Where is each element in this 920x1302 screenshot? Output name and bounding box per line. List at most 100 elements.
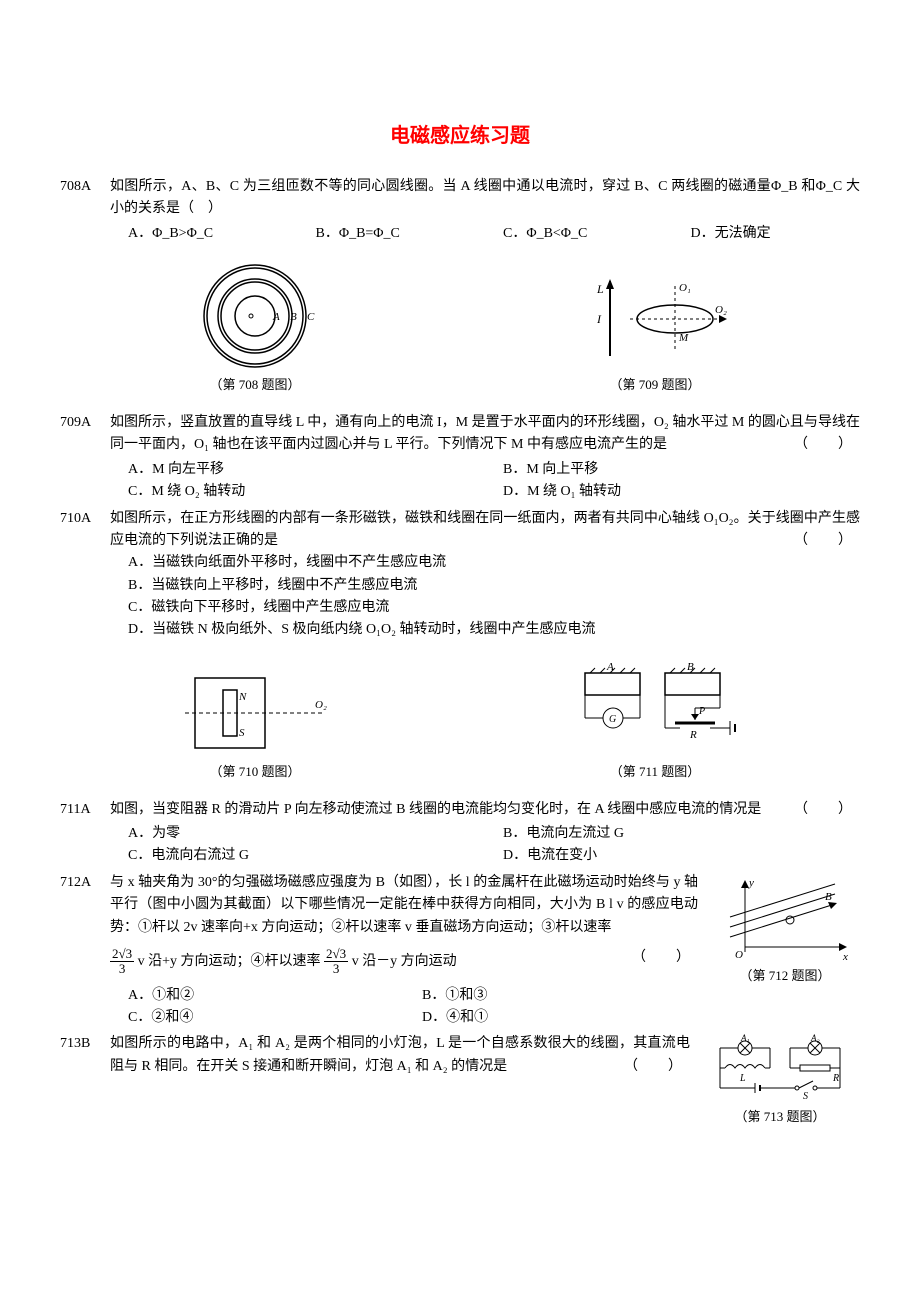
- svg-text:P: P: [698, 706, 705, 717]
- q709-paren: （ ）: [794, 434, 860, 456]
- figure-712: x y O B （第 712 题图）: [710, 872, 860, 1030]
- q713-text-content: 如图所示的电路中，A₁ 和 A₂ 是两个相同的小灯泡，L 是一个自感系数很大的线…: [110, 1036, 690, 1073]
- figure-712-caption: （第 712 题图）: [710, 966, 860, 987]
- question-709: 709A 如图所示，竖直放置的直导线 L 中，通有向上的电流 I，M 是置于水平…: [60, 412, 860, 504]
- svg-text:B: B: [687, 661, 694, 673]
- svg-text:N: N: [238, 691, 247, 703]
- figure-709: L I O₁ O₂ M （第 709 题图）: [575, 271, 735, 396]
- q711-opt-b: B．电流向左流过 G: [485, 823, 860, 845]
- figure-710-caption: （第 710 题图）: [175, 762, 335, 783]
- q708-opt-c: C．Φ_B<Φ_C: [485, 223, 673, 245]
- q710-opt-d: D．当磁铁 N 极向纸外、S 极向纸内绕 O₁O₂ 轴转动时，线圈中产生感应电流: [110, 619, 860, 641]
- svg-text:A₂: A₂: [810, 1033, 820, 1043]
- q712-opt-c: C．②和④: [110, 1007, 404, 1029]
- q711-number: 711A: [60, 799, 110, 868]
- q709-opt-d: D．M 绕 O₁ 轴转动: [485, 481, 860, 503]
- figure-709-caption: （第 709 题图）: [575, 375, 735, 396]
- q712-frac2: 2√33: [324, 947, 348, 977]
- q709-opt-a: A．M 向左平移: [110, 459, 485, 481]
- q709-opt-b: B．M 向上平移: [485, 459, 860, 481]
- q711-opt-a: A．为零: [110, 823, 485, 845]
- svg-text:R: R: [832, 1073, 839, 1084]
- q709-options: A．M 向左平移 B．M 向上平移 C．M 绕 O₂ 轴转动 D．M 绕 O₁ …: [110, 459, 860, 504]
- q710-text-content: 如图所示，在正方形线圈的内部有一条形磁铁，磁铁和线圈在同一纸面内，两者有共同中心…: [110, 511, 860, 548]
- question-710: 710A 如图所示，在正方形线圈的内部有一条形磁铁，磁铁和线圈在同一纸面内，两者…: [60, 508, 860, 642]
- svg-text:S: S: [803, 1091, 808, 1102]
- figures-708-709: A B C （第 708 题图） L I O₁ O₂ M （第 709 题图）: [60, 261, 860, 396]
- svg-text:B: B: [290, 311, 297, 323]
- figure-711: A G B P R （第 711 题图）: [565, 658, 745, 783]
- q712-frac1: 2√33: [110, 947, 134, 977]
- figure-709-svg: L I O₁ O₂ M: [575, 271, 735, 371]
- svg-text:O₂: O₂: [315, 699, 327, 711]
- svg-text:x: x: [842, 951, 848, 962]
- svg-text:M: M: [678, 332, 689, 344]
- figure-711-svg: A G B P R: [565, 658, 745, 758]
- q712-opt-a: A．①和②: [110, 985, 404, 1007]
- q710-number: 710A: [60, 508, 110, 642]
- q710-opt-b: B．当磁铁向上平移时，线圈中不产生感应电流: [110, 575, 860, 597]
- figure-713-svg: A₁ A₂ L R: [705, 1033, 855, 1103]
- svg-text:B: B: [825, 891, 832, 903]
- q708-options: A．Φ_B>Φ_C B．Φ_B=Φ_C C．Φ_B<Φ_C D．无法确定: [110, 223, 860, 245]
- svg-text:A₁: A₁: [740, 1033, 750, 1043]
- q712-opt-b: B．①和③: [404, 985, 698, 1007]
- page-title: 电磁感应练习题: [60, 120, 860, 152]
- figure-708-caption: （第 708 题图）: [185, 375, 325, 396]
- svg-text:L: L: [739, 1073, 746, 1084]
- svg-text:C: C: [307, 311, 315, 323]
- question-708: 708A 如图所示，A、B、C 为三组匝数不等的同心圆线圈。当 A 线圈中通以电…: [60, 176, 860, 245]
- q710-opt-a: A．当磁铁向纸面外平移时，线圈中不产生感应电流: [110, 552, 860, 574]
- q710-text: 如图所示，在正方形线圈的内部有一条形磁铁，磁铁和线圈在同一纸面内，两者有共同中心…: [110, 508, 860, 553]
- q709-text-content: 如图所示，竖直放置的直导线 L 中，通有向上的电流 I，M 是置于水平面内的环形…: [110, 415, 860, 452]
- q712-p2b: v 沿－y 方向运动: [352, 954, 457, 969]
- figure-713-caption: （第 713 题图）: [700, 1107, 860, 1128]
- svg-text:O₂: O₂: [715, 304, 727, 316]
- q711-opt-d: D．电流在变小: [485, 845, 860, 867]
- svg-text:A: A: [272, 311, 280, 323]
- q710-paren: （ ）: [794, 530, 860, 552]
- q710-opt-c: C．磁铁向下平移时，线圈中产生感应电流: [110, 597, 860, 619]
- q709-text: 如图所示，竖直放置的直导线 L 中，通有向上的电流 I，M 是置于水平面内的环形…: [110, 412, 860, 457]
- svg-text:y: y: [748, 877, 754, 889]
- figure-713: A₁ A₂ L R: [700, 1033, 860, 1128]
- q708-number: 708A: [60, 176, 110, 245]
- q712-options: A．①和② B．①和③ C．②和④ D．④和①: [110, 985, 698, 1030]
- q708-text: 如图所示，A、B、C 为三组匝数不等的同心圆线圈。当 A 线圈中通以电流时，穿过…: [110, 176, 860, 221]
- q711-paren: （ ）: [794, 799, 860, 821]
- q713-number: 713B: [60, 1033, 110, 1128]
- figure-710-svg: N S O₂: [175, 668, 335, 758]
- q708-opt-d: D．无法确定: [673, 223, 861, 245]
- figure-710: N S O₂ （第 710 题图）: [175, 668, 335, 783]
- q711-opt-c: C．电流向右流过 G: [110, 845, 485, 867]
- svg-text:R: R: [689, 729, 697, 741]
- figure-711-caption: （第 711 题图）: [565, 762, 745, 783]
- question-713: 713B A₁ A₂: [60, 1033, 860, 1128]
- figure-708-svg: A B C: [185, 261, 325, 371]
- figures-710-711: N S O₂ （第 710 题图） A G B P: [60, 658, 860, 783]
- q712-text-p1: 与 x 轴夹角为 30°的匀强磁场磁感应强度为 B（如图），长 l 的金属杆在此…: [110, 872, 698, 939]
- q709-opt-c: C．M 绕 O₂ 轴转动: [110, 481, 485, 503]
- question-711: 711A 如图，当变阻器 R 的滑动片 P 向左移动使流过 B 线圈的电流能均匀…: [60, 799, 860, 868]
- q709-number: 709A: [60, 412, 110, 504]
- q708-opt-a: A．Φ_B>Φ_C: [110, 223, 298, 245]
- svg-text:I: I: [596, 312, 602, 326]
- q712-p2a: v 沿+y 方向运动；④杆以速率: [138, 954, 321, 969]
- svg-text:O₁: O₁: [679, 282, 691, 294]
- svg-text:A: A: [606, 661, 614, 673]
- q711-options: A．为零 B．电流向左流过 G C．电流向右流过 G D．电流在变小: [110, 823, 860, 868]
- q711-text-content: 如图，当变阻器 R 的滑动片 P 向左移动使流过 B 线圈的电流能均匀变化时，在…: [110, 802, 761, 817]
- svg-text:L: L: [596, 282, 604, 296]
- q712-opt-d: D．④和①: [404, 1007, 698, 1029]
- q710-options: A．当磁铁向纸面外平移时，线圈中不产生感应电流 B．当磁铁向上平移时，线圈中不产…: [110, 552, 860, 642]
- question-712: 712A 与 x 轴夹角为 30°的匀强磁场磁感应强度为 B（如图），长 l 的…: [60, 872, 860, 1030]
- q712-paren: （ ）: [632, 947, 698, 969]
- svg-text:S: S: [239, 727, 245, 739]
- figure-708: A B C （第 708 题图）: [185, 261, 325, 396]
- q711-text: 如图，当变阻器 R 的滑动片 P 向左移动使流过 B 线圈的电流能均匀变化时，在…: [110, 799, 860, 821]
- svg-text:O: O: [735, 949, 743, 961]
- svg-text:G: G: [609, 714, 616, 725]
- q712-number: 712A: [60, 872, 110, 1030]
- q712-text-p2: 2√33 v 沿+y 方向运动；④杆以速率 2√33 v 沿－y 方向运动 （ …: [110, 947, 698, 977]
- q708-opt-b: B．Φ_B=Φ_C: [298, 223, 486, 245]
